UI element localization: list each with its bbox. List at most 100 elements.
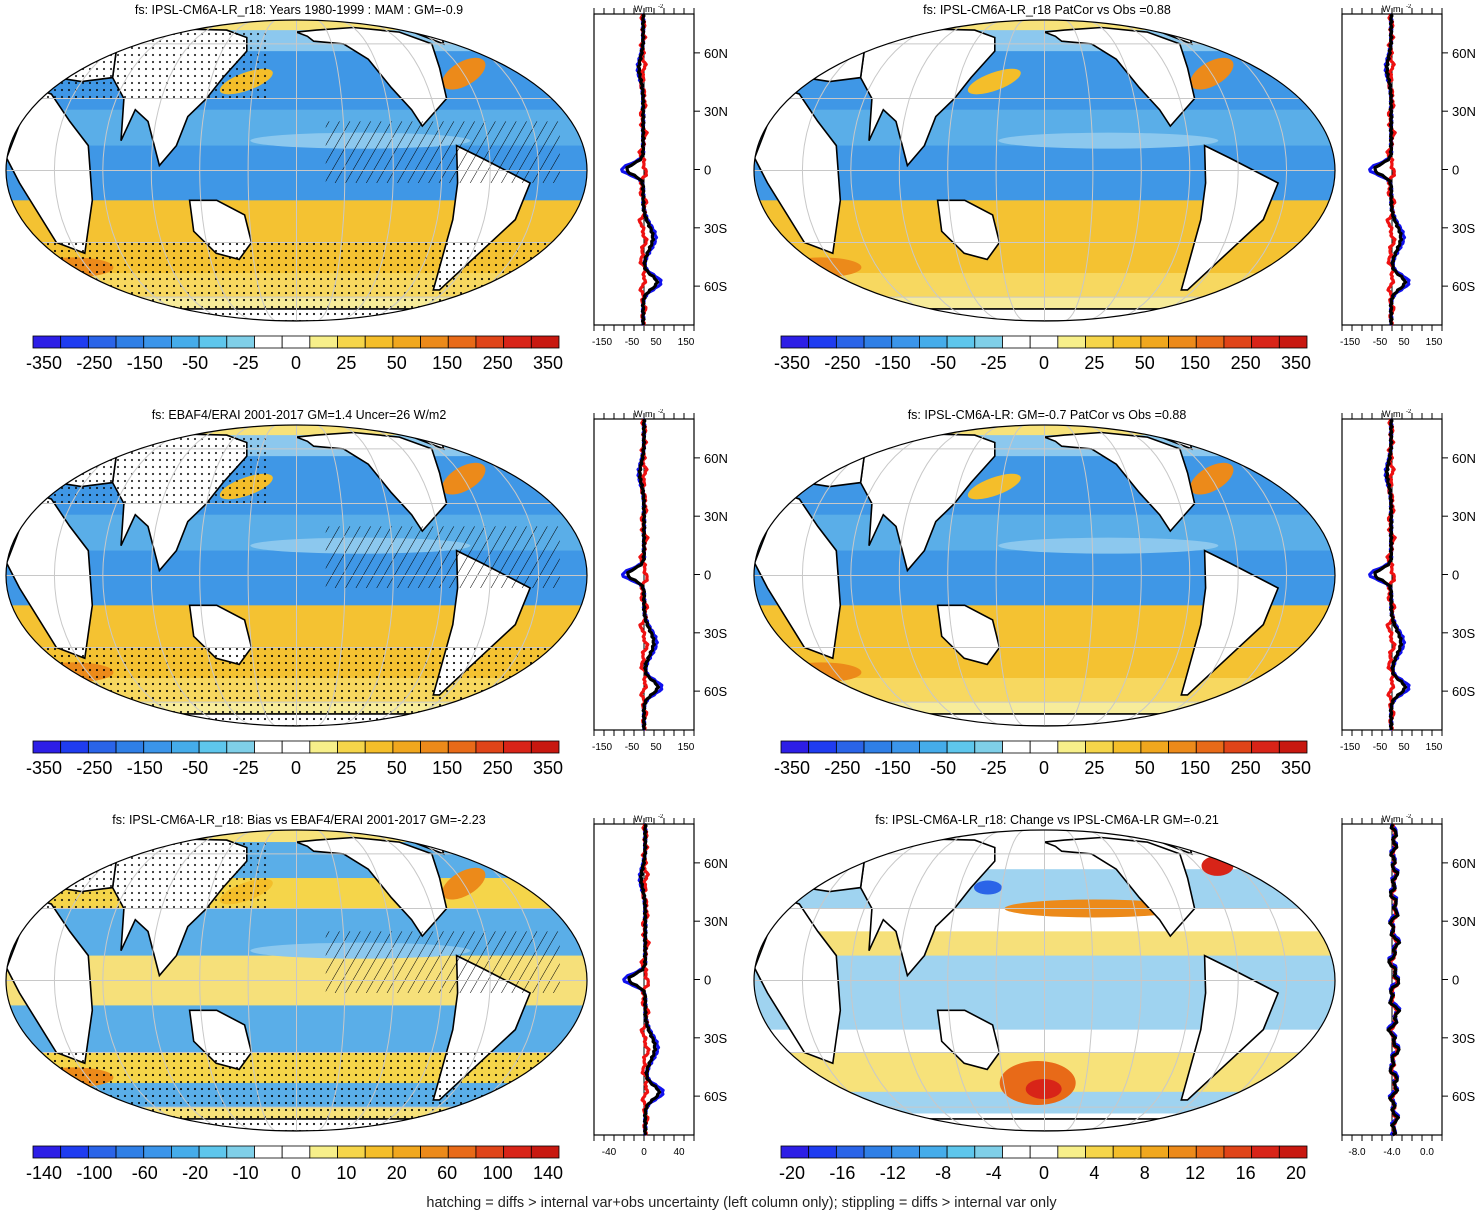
colorbar-swatch <box>1002 740 1031 754</box>
colorbar-swatch <box>115 335 145 349</box>
colorbar-swatch <box>143 1145 172 1159</box>
lat-label: 30S <box>1452 626 1475 641</box>
zonal-mean-plot: 60N 30N 0 30S 60S W m -2 -150 -50 50 150 <box>1336 409 1481 759</box>
colorbar-labels: -350 -250 -150 -50 -25 0 25 50 150 250 350 <box>26 353 563 377</box>
land-australia <box>936 199 1001 261</box>
map <box>4 828 589 1138</box>
lat-label: 60N <box>704 451 728 466</box>
colorbar-label: 250 <box>1230 353 1261 373</box>
colorbar-swatch <box>1278 740 1308 754</box>
lat-label: 60S <box>704 684 727 699</box>
colorbar-swatch <box>309 335 338 349</box>
colorbar-label: -350 <box>25 758 63 778</box>
colorbar-label: 60 <box>437 1163 458 1183</box>
colorbar-label: -25 <box>980 758 1007 778</box>
colorbar-swatch <box>1223 740 1253 754</box>
colorbar-label: 12 <box>1185 1163 1206 1183</box>
zonal-units: W m <box>1382 4 1401 14</box>
land-australia <box>936 1009 1001 1071</box>
colorbar-swatch <box>974 1145 1003 1159</box>
zonal-tick-label: -8.0 <box>1348 1147 1366 1158</box>
colorbar <box>780 1145 1308 1159</box>
zonal-series-red <box>638 418 650 731</box>
panel-p1: fs: IPSL-CM6A-LR_r18: Years 1980-1999 : … <box>4 0 734 400</box>
colorbar-label: -140 <box>25 1163 63 1183</box>
colorbar-label: 350 <box>532 758 564 778</box>
colorbar-swatch <box>1057 335 1086 349</box>
zonal-series-black <box>627 823 662 1136</box>
colorbar-swatch <box>226 740 255 754</box>
colorbar-label: 20 <box>1285 1163 1307 1183</box>
zonal-tick-label: 150 <box>1426 742 1443 753</box>
colorbar-swatch <box>281 740 311 754</box>
colorbar-label: -25 <box>980 353 1007 373</box>
colorbar-swatch <box>226 1145 255 1159</box>
zonal-series-black <box>1386 823 1402 1137</box>
lat-label: 60N <box>704 46 728 61</box>
colorbar-label: 150 <box>1180 758 1211 778</box>
hatching <box>325 121 560 184</box>
colorbar-label: 150 <box>432 758 463 778</box>
zonal-units-sup: -2 <box>658 4 664 10</box>
colorbar-swatch <box>60 740 89 754</box>
colorbar-label: 150 <box>1180 353 1211 373</box>
colorbar-label: -350 <box>773 353 811 373</box>
colorbar-swatch <box>198 740 228 754</box>
map-title: fs: IPSL-CM6A-LR: GM=-0.7 PatCor vs Obs … <box>907 408 1187 422</box>
colorbar-swatch <box>337 1145 366 1159</box>
colorbar-swatch <box>447 335 477 349</box>
colorbar-swatch <box>974 740 1003 754</box>
colorbar-swatch <box>364 740 394 754</box>
colorbar-label: 250 <box>1230 758 1261 778</box>
zonal-tick-label: 50 <box>1398 742 1410 753</box>
colorbar-swatch <box>32 1145 62 1159</box>
zonal-tick-label: -150 <box>1340 742 1360 753</box>
colorbar-label: 0 <box>290 353 302 373</box>
colorbar-label: 25 <box>336 758 357 778</box>
colorbar-swatch <box>281 1145 311 1159</box>
zonal-series-red <box>1385 418 1397 731</box>
colorbar-label: -150 <box>874 353 911 373</box>
colorbar-label: -350 <box>773 758 811 778</box>
colorbar-label: 10 <box>336 1163 357 1183</box>
colorbar-label: 0 <box>1038 1163 1050 1183</box>
zonal-tick-label: 50 <box>1398 337 1410 348</box>
colorbar-swatch <box>530 1145 560 1159</box>
colorbar-labels: -350 -250 -150 -50 -25 0 25 50 150 250 350 <box>774 353 1311 377</box>
colorbar-label: 350 <box>1280 758 1312 778</box>
map-border <box>753 424 1336 727</box>
lat-label: 60S <box>1452 1089 1475 1104</box>
colorbar-swatch <box>1002 1145 1031 1159</box>
lat-label: 0 <box>1452 163 1459 178</box>
colorbar-label: -250 <box>76 353 113 373</box>
colorbar-swatch <box>1029 740 1059 754</box>
colorbar-label: -150 <box>126 758 163 778</box>
zonal-units: W m <box>1382 409 1401 419</box>
colorbar-swatch <box>1140 740 1169 754</box>
colorbar-swatch <box>919 335 948 349</box>
colorbar-label: -100 <box>76 1163 113 1183</box>
colorbar-swatch <box>891 335 920 349</box>
kuroshio-patch <box>967 473 1021 500</box>
colorbar-swatch <box>503 740 532 754</box>
zonal-tick-label: 50 <box>650 742 662 753</box>
zonal-units-sup: -2 <box>1406 4 1412 10</box>
colorbar-label: -25 <box>232 353 259 373</box>
panel-p4: fs: IPSL-CM6A-LR: GM=-0.7 PatCor vs Obs … <box>752 405 1482 805</box>
colorbar-label: -8 <box>935 1163 952 1183</box>
lat-label: 60N <box>1452 46 1476 61</box>
colorbar-swatch <box>475 740 505 754</box>
colorbar-label: 250 <box>482 758 513 778</box>
zonal-units-sup: -2 <box>658 409 664 415</box>
zonal-tick-label: 0.0 <box>1420 1147 1434 1158</box>
colorbar-swatch <box>1085 740 1114 754</box>
zonal-series-red <box>639 823 651 1136</box>
colorbar-swatch <box>60 1145 89 1159</box>
colorbar-swatch <box>115 740 145 754</box>
lat-label: 30S <box>704 221 727 236</box>
colorbar-label: -10 <box>232 1163 259 1183</box>
colorbar-labels: -20 -16 -12 -8 -4 0 4 8 12 16 20 <box>779 1163 1308 1187</box>
map <box>752 828 1337 1138</box>
lat-label: 0 <box>704 568 711 583</box>
colorbar-label: 0 <box>1038 353 1050 373</box>
